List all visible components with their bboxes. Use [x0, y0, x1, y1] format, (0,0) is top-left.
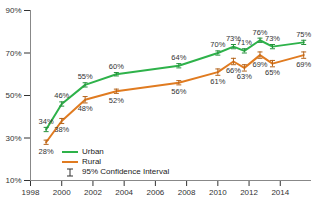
svg-text:90%: 90%: [5, 6, 21, 15]
svg-text:2004: 2004: [115, 188, 133, 197]
svg-text:63%: 63%: [237, 72, 252, 81]
svg-text:1998: 1998: [22, 188, 40, 197]
svg-text:66%: 66%: [225, 65, 241, 75]
html-text:Urban: Urban: [82, 147, 104, 156]
html-text:95% Confidence Interval: 95% Confidence Interval: [82, 167, 170, 176]
svg-text:2010: 2010: [209, 188, 227, 197]
html-text:Rural: Rural: [82, 157, 102, 166]
svg-text:34%: 34%: [39, 117, 54, 126]
svg-text:64%: 64%: [171, 53, 186, 62]
svg-text:48%: 48%: [78, 104, 93, 113]
svg-text:60%: 60%: [109, 62, 124, 71]
svg-text:75%: 75%: [296, 30, 311, 39]
svg-text:61%: 61%: [210, 77, 225, 86]
svg-text:65%: 65%: [265, 68, 280, 77]
svg-text:69%: 69%: [252, 59, 268, 69]
svg-text:71%: 71%: [237, 38, 252, 47]
svg-text:73%: 73%: [225, 34, 241, 43]
svg-text:2006: 2006: [146, 188, 164, 197]
svg-text:46%: 46%: [54, 91, 69, 100]
svg-text:50%: 50%: [5, 91, 21, 100]
svg-text:56%: 56%: [171, 87, 186, 96]
svg-text:2002: 2002: [84, 188, 102, 197]
svg-text:2000: 2000: [53, 188, 71, 197]
svg-text:2012: 2012: [240, 188, 258, 197]
svg-text:28%: 28%: [39, 147, 54, 156]
svg-text:69%: 69%: [296, 60, 311, 69]
svg-text:70%: 70%: [210, 40, 225, 49]
svg-text:2014: 2014: [271, 188, 289, 197]
svg-text:30%: 30%: [5, 134, 21, 143]
svg-text:55%: 55%: [78, 72, 93, 81]
svg-text:73%: 73%: [265, 34, 280, 43]
svg-text:38%: 38%: [54, 125, 69, 134]
svg-text:2008: 2008: [178, 188, 196, 197]
svg-text:70%: 70%: [5, 49, 21, 58]
svg-text:76%: 76%: [252, 27, 268, 37]
svg-text:10%: 10%: [5, 176, 21, 185]
svg-text:52%: 52%: [109, 96, 124, 105]
